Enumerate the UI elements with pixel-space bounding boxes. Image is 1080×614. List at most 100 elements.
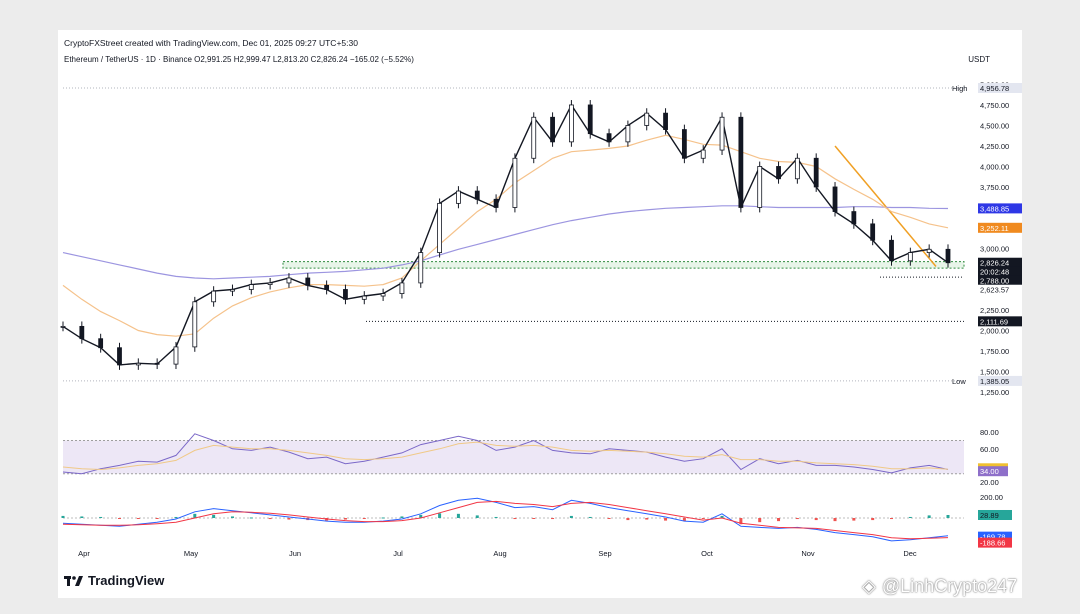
rsi-tick-label: 60.00 <box>980 445 999 454</box>
y-tick-label: 4,750.00 <box>980 101 1009 110</box>
candle-body <box>512 157 518 208</box>
macd-histogram-bar <box>117 518 121 519</box>
candle-body <box>493 198 499 208</box>
logo-text: TradingView <box>88 573 165 588</box>
candle-body <box>60 325 66 328</box>
candle-body <box>380 293 386 297</box>
macd-histogram-bar <box>569 515 573 518</box>
candle-body <box>606 133 612 143</box>
candle-body <box>625 125 631 143</box>
candle-body <box>738 116 744 208</box>
rsi-tick-label: 20.00 <box>980 478 999 487</box>
macd-histogram-bar <box>193 513 197 518</box>
candle-body <box>305 277 311 286</box>
macd-tick-label: 200.00 <box>980 493 1003 502</box>
macd-histogram-bar <box>871 518 875 521</box>
currency-label: USDT <box>968 55 990 64</box>
macd-label-value: 28.89 <box>980 511 999 520</box>
candle-body <box>663 112 668 130</box>
candle-body <box>173 346 179 365</box>
chart-canvas[interactable]: 5,000.004,750.004,500.004,250.004,000.00… <box>58 30 1022 570</box>
macd-label-value: -188.66 <box>980 539 1005 548</box>
y-tick-label: 4,250.00 <box>980 142 1009 151</box>
support-zone <box>282 261 965 269</box>
macd-histogram-bar <box>419 514 423 518</box>
candle-body <box>907 252 913 262</box>
candle-body <box>776 166 781 180</box>
price-label-box <box>978 83 1022 93</box>
candle-body <box>870 223 876 241</box>
price-label-value: 3,252.11 <box>980 224 1009 233</box>
macd-histogram-bar <box>136 518 140 519</box>
candle-body <box>757 166 763 208</box>
candle-body <box>267 282 273 285</box>
macd-histogram-bar <box>626 518 630 521</box>
candle-body <box>719 116 725 151</box>
price-label-box <box>978 222 1022 233</box>
macd-histogram-bar <box>268 518 272 520</box>
macd-histogram-bar <box>475 515 479 518</box>
macd-histogram-bar <box>99 516 103 518</box>
macd-histogram-bar <box>362 518 366 519</box>
price-label-box <box>978 257 1022 268</box>
x-tick-label: Dec <box>903 549 917 558</box>
y-tick-label: 4,500.00 <box>980 121 1009 130</box>
trendline <box>834 145 937 268</box>
candle-body <box>154 362 160 365</box>
macd-histogram-bar <box>758 518 762 523</box>
macd-label-value: -169.78 <box>980 533 1005 542</box>
candle-body <box>117 347 122 366</box>
candle-body <box>399 282 405 294</box>
macd-histogram-bar <box>588 516 592 518</box>
macd-histogram-bar <box>155 518 159 519</box>
candle-body <box>644 112 650 126</box>
macd-histogram-bar <box>174 516 178 518</box>
candle-body <box>851 211 857 225</box>
candle-body <box>474 190 480 200</box>
candle-body <box>700 149 706 159</box>
x-tick-label: Aug <box>493 549 506 558</box>
price-label-box <box>978 375 1022 386</box>
symbol-info: Ethereum / TetherUS · 1D · Binance O2,99… <box>64 55 414 64</box>
macd-histogram-bar <box>720 515 724 518</box>
candle-body <box>418 252 424 284</box>
signal-line <box>62 500 949 540</box>
x-tick-label: Jul <box>393 549 403 558</box>
tradingview-logo[interactable]: TradingView <box>64 573 164 588</box>
candle-body <box>926 248 932 253</box>
y-tick-label: 1,250.00 <box>980 388 1009 397</box>
price-label-value: 20:02:48 <box>980 268 1009 277</box>
macd-histogram-bar <box>946 514 950 518</box>
macd-histogram-bar <box>343 518 347 520</box>
candle-body <box>945 248 951 264</box>
macd-label-box <box>978 531 1012 542</box>
candle-body <box>569 104 574 143</box>
price-label-value: 2,111.69 <box>980 317 1008 326</box>
x-tick-label: Nov <box>801 549 815 558</box>
watermark: ◈ @LinhCrypto247 <box>862 576 1017 597</box>
candle-body <box>192 301 198 348</box>
rsi-ma-line <box>62 441 949 471</box>
rsi-band <box>63 440 964 474</box>
ema-200-line <box>62 205 949 280</box>
price-label-box <box>978 275 1022 286</box>
macd-histogram-bar <box>682 518 686 522</box>
macd-histogram-bar <box>456 513 460 518</box>
y-tick-label: 1,500.00 <box>980 367 1009 376</box>
macd-histogram-bar <box>230 516 234 518</box>
macd-label-box <box>978 509 1012 520</box>
chart-card: CryptoFXStreet created with TradingView.… <box>58 30 1022 598</box>
y-tick-label: 1,750.00 <box>980 347 1009 356</box>
price-label-value: 2,623.57 <box>980 286 1009 295</box>
macd-histogram-bar <box>438 513 442 518</box>
x-tick-label: May <box>184 549 198 558</box>
x-tick-label: Sep <box>598 549 611 558</box>
macd-histogram-bar <box>513 518 517 520</box>
macd-histogram-bar <box>890 518 894 520</box>
macd-histogram-bar <box>833 518 837 522</box>
macd-histogram-bar <box>777 518 781 522</box>
macd-histogram-bar <box>61 515 65 518</box>
price-label-value: 2,788.00 <box>980 277 1009 286</box>
price-label-value: 3,488.85 <box>980 204 1009 213</box>
candle-body <box>135 362 141 366</box>
